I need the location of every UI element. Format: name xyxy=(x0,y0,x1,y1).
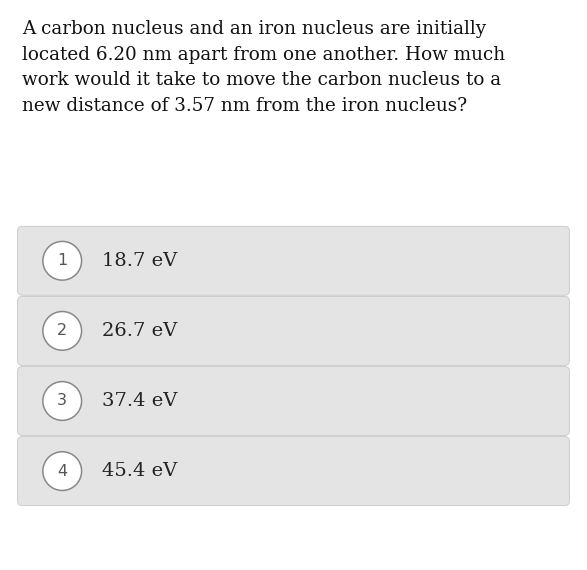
Text: 18.7 eV: 18.7 eV xyxy=(102,252,177,270)
Text: 2: 2 xyxy=(57,323,68,339)
Text: 1: 1 xyxy=(57,253,68,268)
FancyBboxPatch shape xyxy=(18,437,569,506)
Text: 3: 3 xyxy=(57,393,68,409)
Text: 45.4 eV: 45.4 eV xyxy=(102,462,177,480)
Ellipse shape xyxy=(43,242,82,280)
Text: 4: 4 xyxy=(57,463,68,479)
Ellipse shape xyxy=(43,382,82,420)
Text: A carbon nucleus and an iron nucleus are initially
located 6.20 nm apart from on: A carbon nucleus and an iron nucleus are… xyxy=(22,20,505,115)
Ellipse shape xyxy=(43,312,82,350)
Text: 26.7 eV: 26.7 eV xyxy=(102,322,177,340)
Ellipse shape xyxy=(43,452,82,490)
FancyBboxPatch shape xyxy=(18,226,569,295)
FancyBboxPatch shape xyxy=(18,296,569,365)
Text: 37.4 eV: 37.4 eV xyxy=(102,392,177,410)
FancyBboxPatch shape xyxy=(18,367,569,435)
